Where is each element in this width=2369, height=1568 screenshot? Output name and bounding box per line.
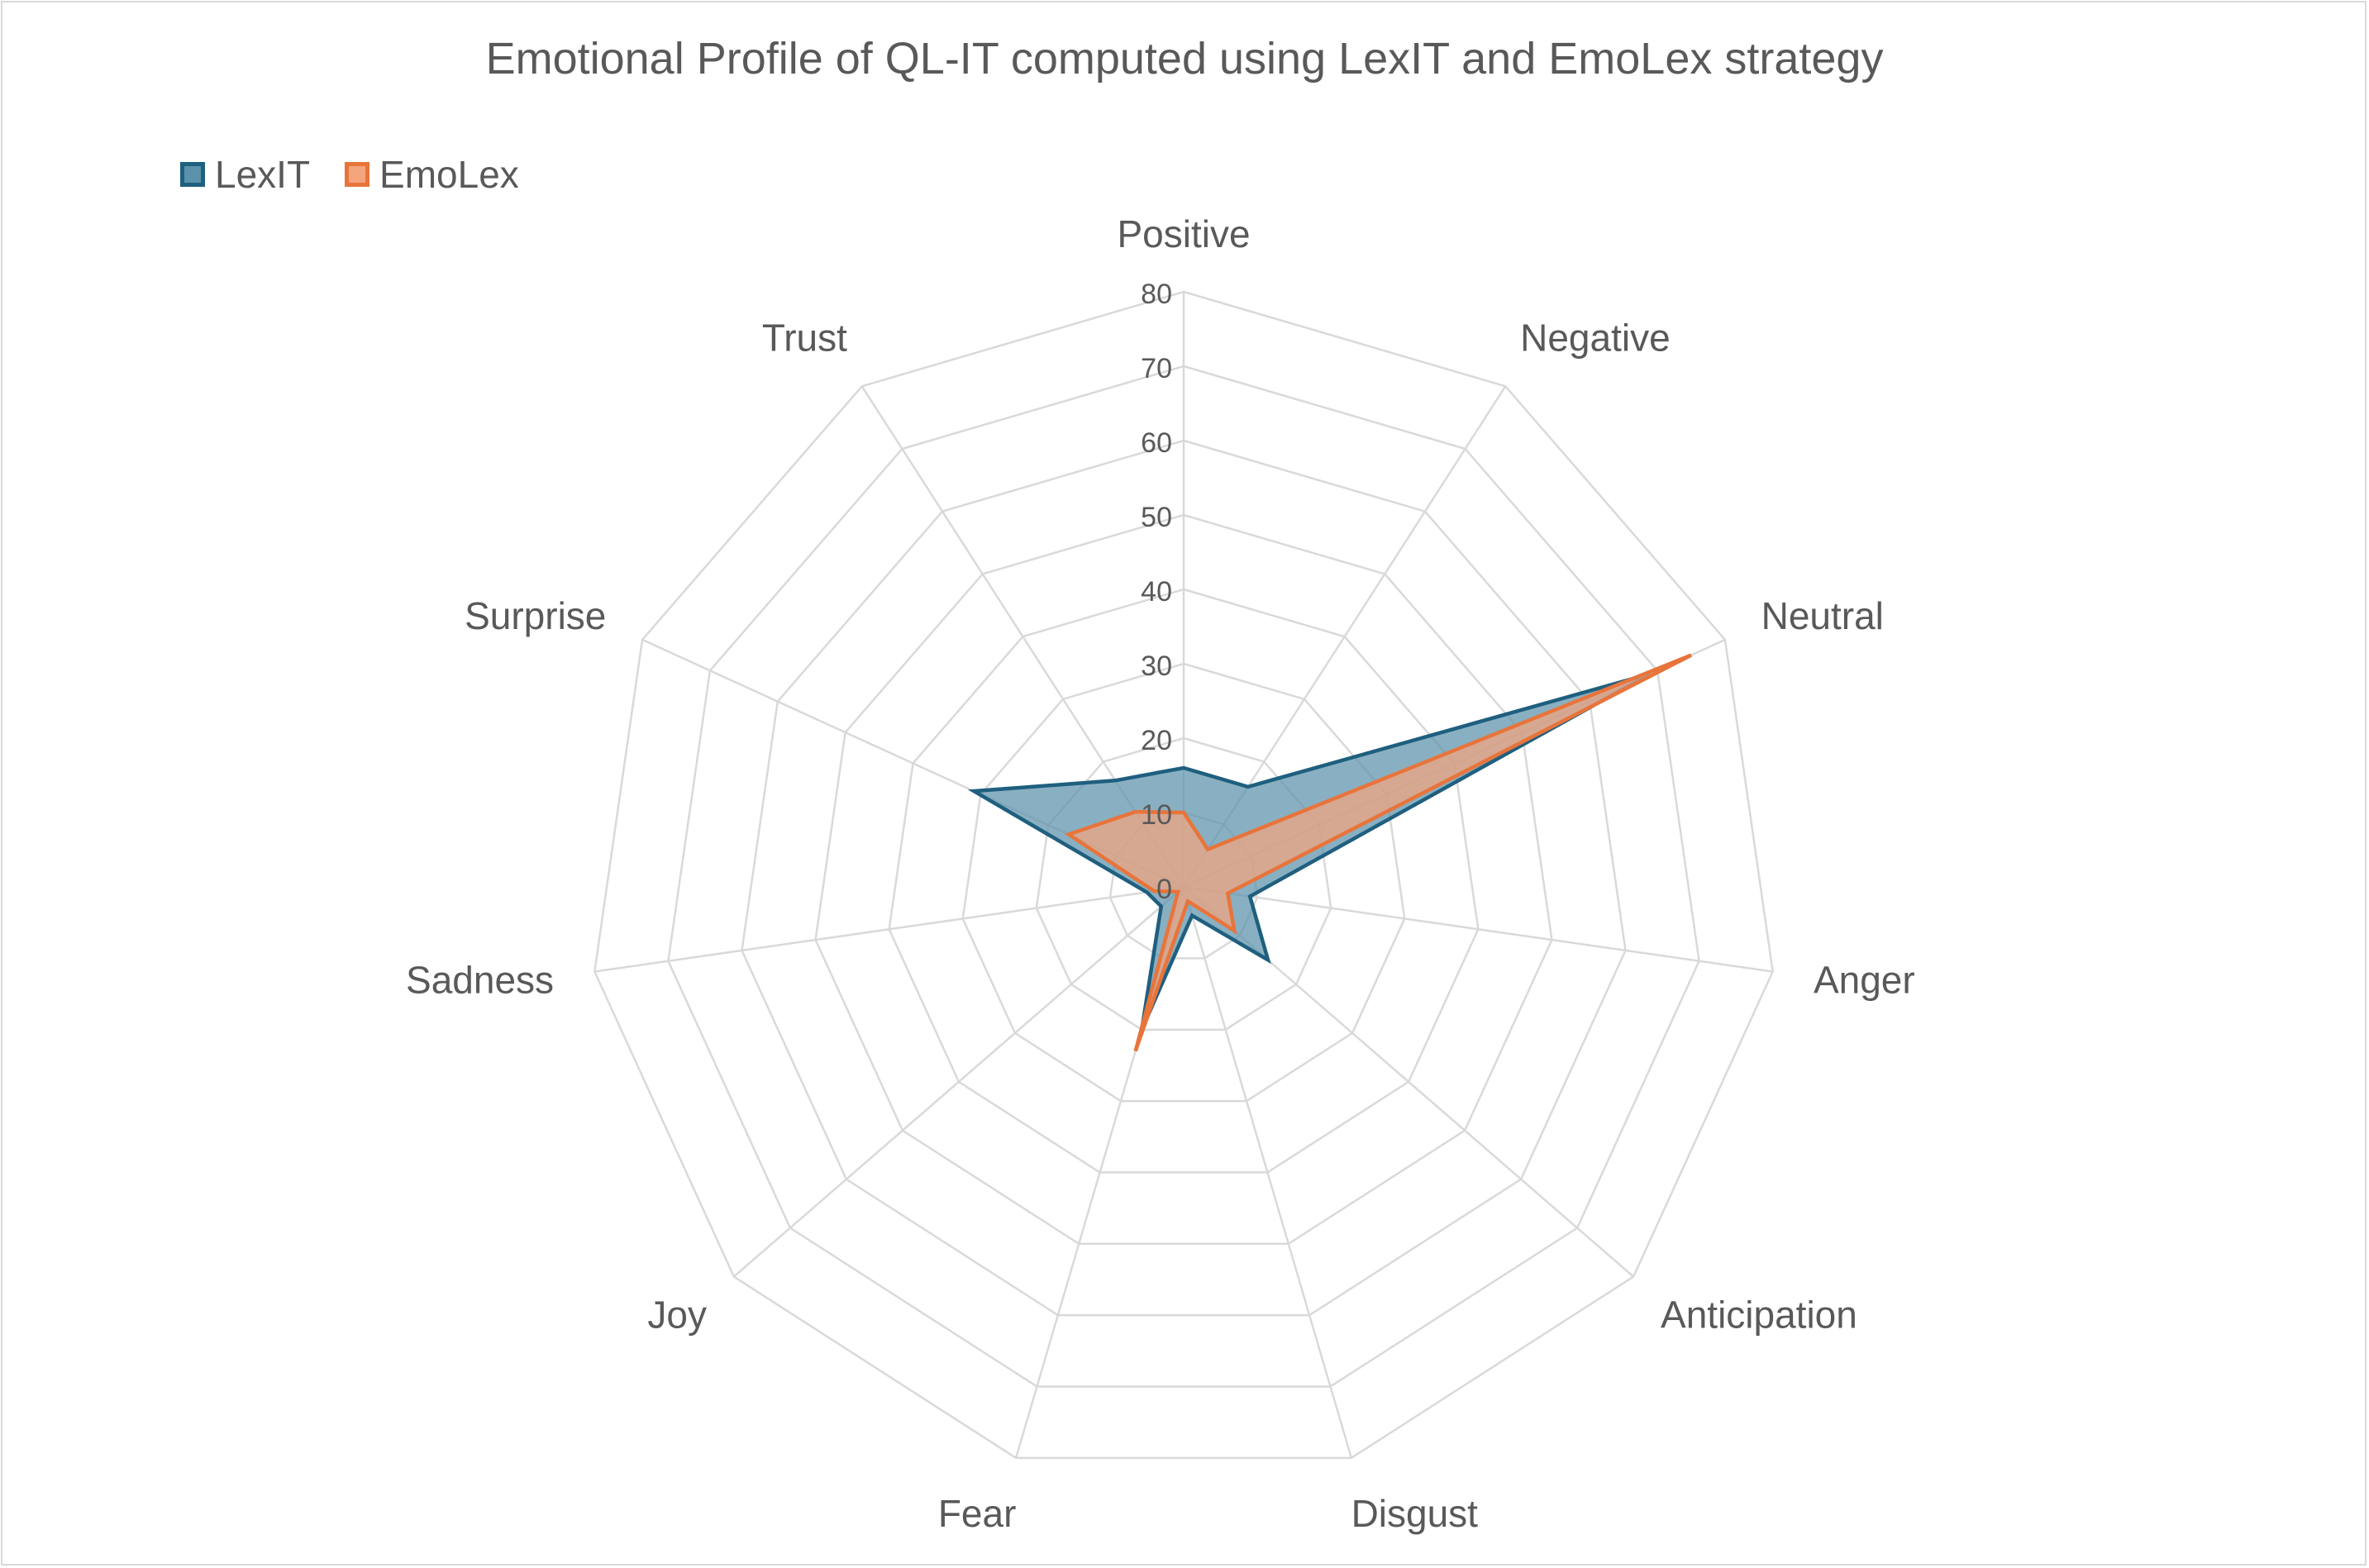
legend: LexIT EmoLex: [180, 152, 554, 197]
radial-tick-label: 20: [1141, 725, 1172, 756]
category-label-fear: Fear: [938, 1492, 1017, 1535]
category-label-surprise: Surprise: [465, 594, 606, 637]
radar-series: [967, 653, 1693, 1052]
radial-tick-labels: 0 10 20 30 40 50 60 70 80: [1141, 279, 1172, 905]
radial-tick-label: 80: [1141, 279, 1172, 310]
grid-spoke: [594, 885, 1184, 973]
legend-label-lexit: LexIT: [215, 153, 311, 196]
category-label-neutral: Neutral: [1761, 594, 1884, 637]
legend-swatch-lexit: [180, 162, 205, 187]
category-label-anger: Anger: [1814, 958, 1915, 1001]
category-label-sadness: Sadness: [406, 958, 554, 1001]
grid-spoke: [733, 886, 1184, 1278]
series-polygon-emolex: [1064, 653, 1693, 1052]
grid-ring: [741, 439, 1627, 1317]
category-label-trust: Trust: [762, 316, 847, 359]
grid-ring: [593, 290, 1774, 1460]
grid-spoke: [1182, 886, 1353, 1459]
category-label-joy: Joy: [647, 1293, 707, 1336]
grid-ring: [814, 513, 1553, 1246]
grid-spoke: [1183, 885, 1773, 973]
legend-swatch-emolex: [345, 162, 370, 187]
category-label-anticipation: Anticipation: [1661, 1293, 1857, 1336]
radial-tick-label: 40: [1141, 576, 1172, 608]
radial-tick-label: 50: [1141, 502, 1172, 533]
category-label-disgust: Disgust: [1351, 1492, 1479, 1535]
category-labels: Positive Negative Neutral Anger Anticipation…: [406, 212, 1915, 1535]
radial-tick-label: 30: [1141, 651, 1172, 682]
category-label-negative: Negative: [1520, 316, 1671, 359]
category-label-positive: Positive: [1117, 212, 1250, 255]
legend-item-emolex: EmoLex: [345, 152, 519, 197]
legend-label-emolex: EmoLex: [379, 153, 519, 196]
legend-item-lexit: LexIT: [180, 152, 310, 197]
radial-tick-label: 60: [1141, 427, 1172, 459]
grid-ring: [667, 365, 1700, 1388]
radial-tick-label: 10: [1141, 799, 1172, 831]
chart-title: Emotional Profile of QL-IT computed usin…: [485, 34, 1884, 83]
radial-tick-label: 0: [1156, 874, 1172, 905]
radial-tick-label: 70: [1141, 353, 1172, 384]
